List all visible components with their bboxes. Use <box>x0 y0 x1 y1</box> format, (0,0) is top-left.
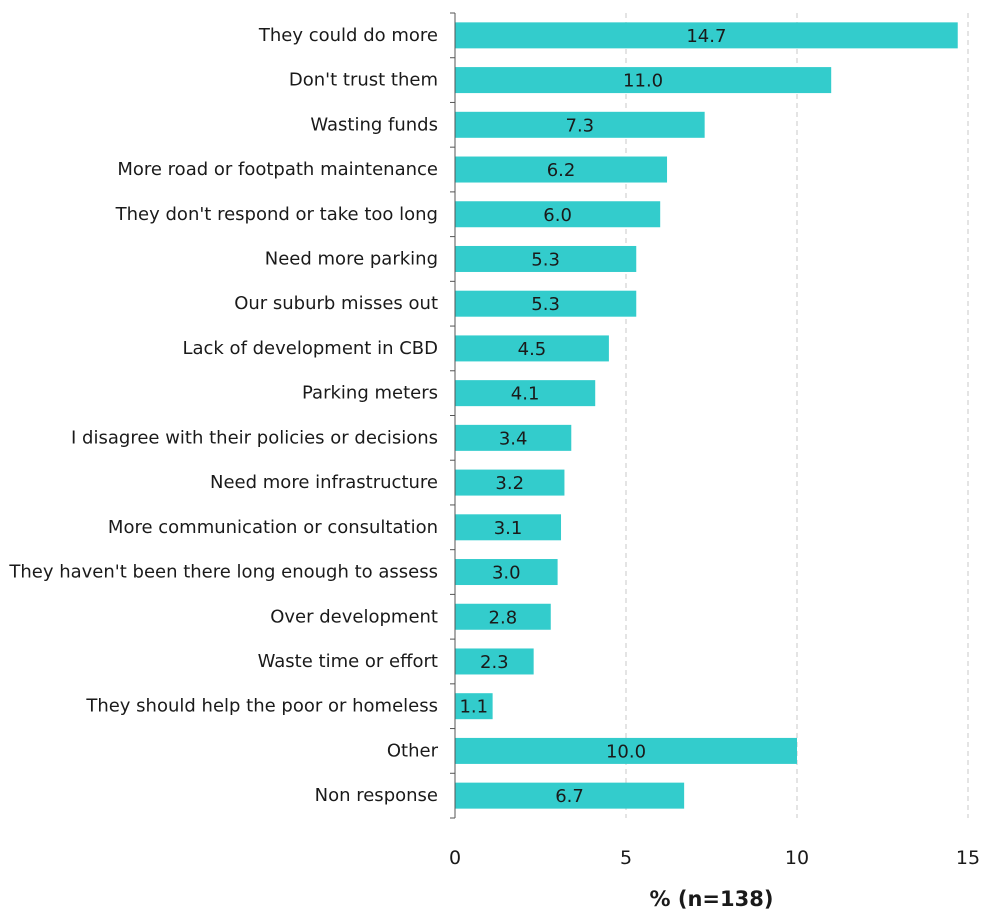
value-label-1: 11.0 <box>623 71 663 92</box>
value-label-10: 3.2 <box>495 473 524 494</box>
category-label-4: They don't respond or take too long <box>115 204 438 225</box>
value-label-2: 7.3 <box>566 115 595 136</box>
value-label-14: 2.3 <box>480 652 509 673</box>
bar-16 <box>455 737 797 764</box>
category-labels: They could do more Don't trust them Wastin… <box>8 25 438 806</box>
category-label-3: More road or footpath maintenance <box>117 159 438 180</box>
category-label-5: Need more parking <box>265 248 438 269</box>
category-label-15: They should help the poor or homeless <box>85 696 438 717</box>
bar-3 <box>455 156 668 183</box>
bar-17 <box>455 782 685 809</box>
x-axis-tick-labels: 0 5 10 15 <box>449 847 980 869</box>
bar-15 <box>455 693 493 720</box>
category-label-11: More communication or consultation <box>108 517 438 538</box>
value-label-9: 3.4 <box>499 428 528 449</box>
category-label-8: Parking meters <box>302 383 438 404</box>
x-tick-label-1: 5 <box>620 847 632 869</box>
category-label-12: They haven't been there long enough to a… <box>8 562 438 583</box>
bar-2 <box>455 111 705 138</box>
bar-4 <box>455 201 661 228</box>
value-label-13: 2.8 <box>489 607 518 628</box>
category-label-13: Over development <box>270 606 438 627</box>
value-label-7: 4.5 <box>518 339 547 360</box>
bar-0 <box>455 22 958 49</box>
gridlines <box>625 13 969 818</box>
value-label-12: 3.0 <box>492 563 521 584</box>
bar-7 <box>455 335 609 362</box>
category-label-16: Other <box>387 740 439 761</box>
value-label-8: 4.1 <box>511 384 540 405</box>
category-label-17: Non response <box>315 785 438 806</box>
x-tick-label-0: 0 <box>449 847 461 869</box>
bar-8 <box>455 380 596 407</box>
value-label-17: 6.7 <box>555 786 584 807</box>
bar-11 <box>455 514 562 541</box>
bars: 14.7 11.0 7.3 6.2 6.0 5.3 5.3 4.5 4.1 3.4 3.2 3.1 3.… <box>455 22 958 809</box>
value-label-16: 10.0 <box>606 741 646 762</box>
bar-9 <box>455 424 572 451</box>
bar-6 <box>455 290 637 317</box>
x-tick-label-2: 10 <box>785 847 809 869</box>
bar-14 <box>455 648 534 675</box>
category-label-9: I disagree with their policies or decisi… <box>71 427 438 448</box>
value-label-0: 14.7 <box>686 26 726 47</box>
category-label-10: Need more infrastructure <box>210 472 438 493</box>
bar-13 <box>455 603 551 630</box>
x-tick-label-3: 15 <box>956 847 980 869</box>
value-label-15: 1.1 <box>459 697 488 718</box>
bar-5 <box>455 245 637 272</box>
category-label-0: They could do more <box>258 25 438 46</box>
category-label-1: Don't trust them <box>289 70 438 91</box>
value-label-11: 3.1 <box>494 518 523 539</box>
bar-12 <box>455 559 558 586</box>
value-label-4: 6.0 <box>543 205 572 226</box>
value-label-5: 5.3 <box>531 249 560 270</box>
bar-1 <box>455 67 832 94</box>
category-label-7: Lack of development in CBD <box>182 338 438 359</box>
bar-10 <box>455 469 565 496</box>
value-label-3: 6.2 <box>547 160 576 181</box>
category-label-2: Wasting funds <box>310 114 438 135</box>
value-label-6: 5.3 <box>531 294 560 315</box>
y-axis-ticks <box>450 12 455 819</box>
category-label-6: Our suburb misses out <box>234 293 438 314</box>
x-axis-title: % (n=138) <box>650 887 774 911</box>
category-label-14: Waste time or effort <box>258 651 438 672</box>
